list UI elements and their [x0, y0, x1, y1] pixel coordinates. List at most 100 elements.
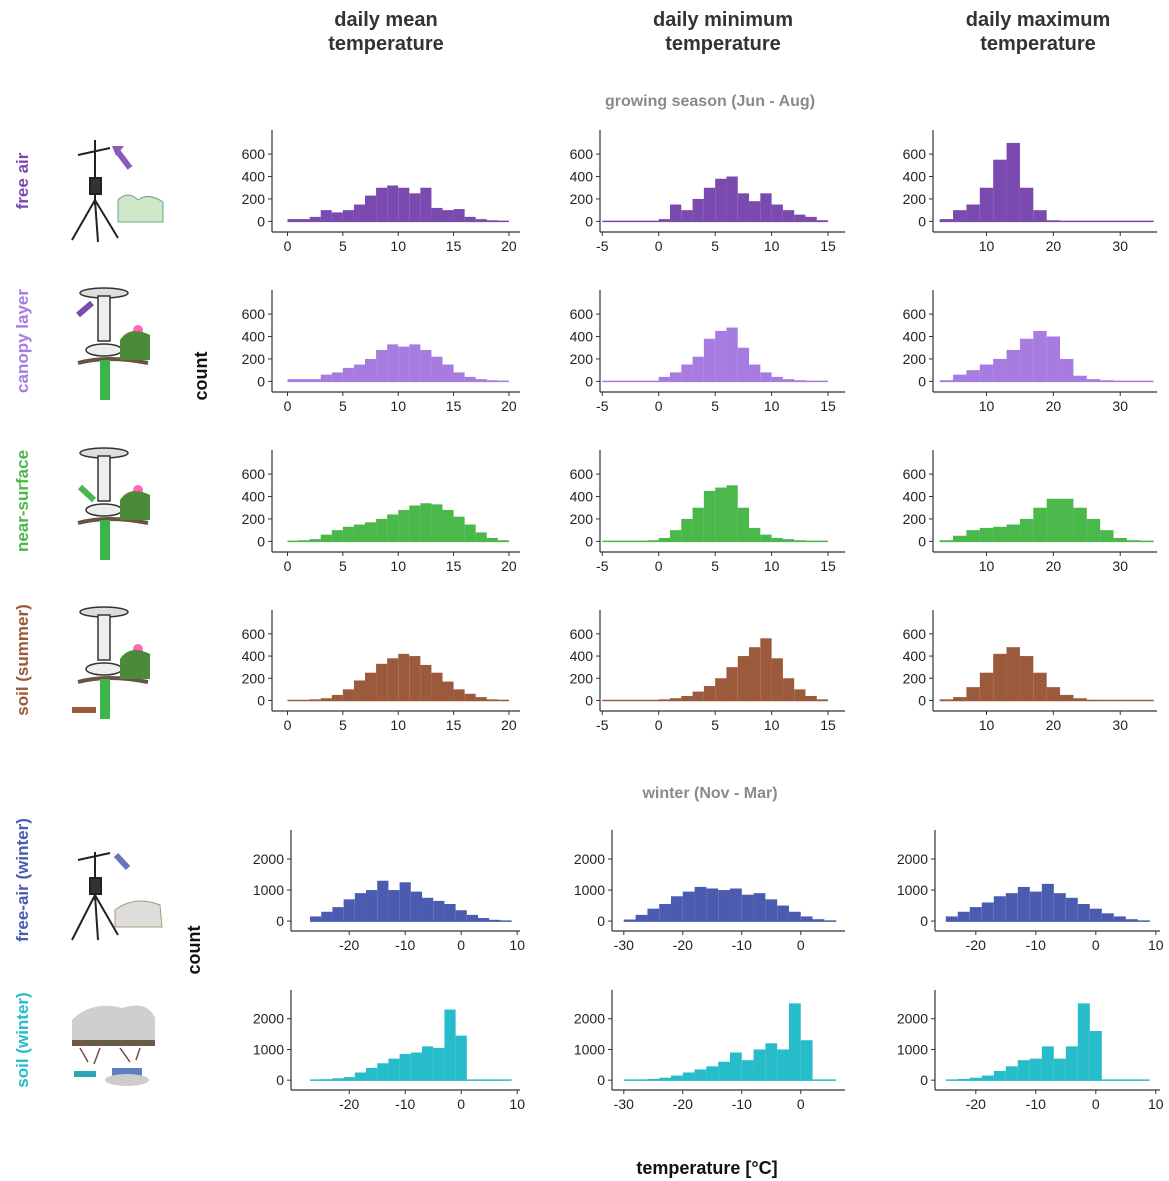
bar	[760, 372, 772, 382]
bar	[694, 886, 707, 922]
bar	[464, 524, 476, 542]
bar	[771, 204, 783, 222]
y-tick-label: 0	[920, 1072, 928, 1088]
bar	[1077, 904, 1090, 922]
bar	[966, 687, 980, 701]
bar	[309, 379, 321, 382]
bar	[431, 504, 443, 542]
x-tick-label: 15	[446, 717, 462, 733]
x-tick-label: -20	[966, 937, 986, 953]
x-tick-label: -5	[596, 558, 609, 574]
bar	[939, 219, 954, 222]
y-axis-label: count	[184, 926, 204, 975]
bar	[979, 527, 994, 542]
bar	[659, 1077, 671, 1081]
bar	[981, 1075, 994, 1081]
bar	[399, 882, 411, 922]
bar	[433, 900, 445, 922]
bar	[760, 534, 772, 542]
column-title: daily mean temperature	[328, 9, 444, 55]
x-tick-label: -30	[614, 1096, 634, 1112]
x-tick-label: 10	[764, 398, 780, 414]
bar	[298, 219, 310, 222]
x-tick-label: 10	[1148, 937, 1164, 953]
x-tick-label: 0	[457, 1096, 465, 1112]
section-title: winter (Nov - Mar)	[641, 785, 777, 802]
x-tick-label: -10	[732, 1096, 752, 1112]
y-tick-label: 200	[903, 670, 927, 686]
bar	[321, 911, 333, 922]
y-tick-label: 600	[242, 466, 266, 482]
bar	[753, 893, 766, 922]
bar	[805, 540, 817, 542]
bar	[1089, 1031, 1102, 1081]
bar	[1100, 530, 1114, 542]
bar	[444, 1009, 456, 1081]
bar	[957, 1078, 970, 1081]
bar	[422, 897, 434, 922]
bar	[387, 185, 399, 222]
bar	[464, 216, 476, 222]
y-tick-label: 400	[903, 169, 927, 185]
bar	[398, 187, 410, 222]
bar	[1006, 142, 1020, 222]
bar	[388, 890, 400, 922]
bar	[753, 1049, 766, 1081]
bar	[800, 1040, 813, 1081]
bar	[703, 187, 716, 222]
bar	[331, 694, 343, 701]
bar	[636, 540, 648, 542]
x-tick-label: 10	[390, 398, 406, 414]
x-tick-label: 0	[457, 937, 465, 953]
column-title: daily minimum temperature	[652, 9, 794, 55]
x-tick-label: 10	[390, 717, 406, 733]
x-tick-label: 20	[501, 717, 517, 733]
bar	[703, 338, 716, 382]
bar	[1041, 883, 1054, 922]
bar	[993, 358, 1007, 382]
bar	[939, 380, 954, 382]
bar	[805, 380, 817, 382]
bar	[453, 516, 465, 542]
bar	[1073, 375, 1087, 382]
bar	[805, 216, 817, 222]
y-tick-label: 600	[903, 306, 927, 322]
bar	[420, 503, 432, 542]
bar	[342, 526, 354, 542]
bar	[953, 374, 967, 382]
bar	[497, 380, 509, 382]
y-tick-label: 600	[903, 466, 927, 482]
x-tick-label: 0	[797, 1096, 805, 1112]
bar	[794, 689, 806, 701]
bar	[729, 1052, 742, 1081]
bar	[486, 380, 498, 382]
bar	[939, 699, 954, 701]
bar	[706, 1066, 719, 1081]
bar	[1017, 886, 1030, 922]
bar	[953, 210, 967, 222]
bar	[726, 176, 738, 222]
bar	[694, 1069, 707, 1081]
bar	[945, 1079, 958, 1081]
bar	[320, 534, 332, 542]
bar	[993, 1070, 1006, 1081]
bar	[979, 187, 994, 222]
bar	[1100, 380, 1114, 382]
bar	[788, 1003, 801, 1081]
bar	[777, 905, 789, 922]
y-tick-label: 400	[242, 169, 266, 185]
bar	[969, 907, 982, 922]
y-tick-label: 0	[918, 373, 926, 389]
bar	[681, 210, 693, 222]
bar	[409, 344, 421, 382]
bar	[703, 686, 716, 701]
bar	[1046, 498, 1061, 542]
x-tick-label: 5	[711, 238, 719, 254]
y-tick-label: 1000	[574, 882, 605, 898]
y-tick-label: 200	[242, 670, 266, 686]
bar	[1086, 518, 1101, 542]
y-tick-label: 1000	[253, 1041, 284, 1057]
bar	[365, 522, 377, 542]
y-tick-label: 2000	[574, 851, 605, 867]
bar	[376, 663, 388, 701]
